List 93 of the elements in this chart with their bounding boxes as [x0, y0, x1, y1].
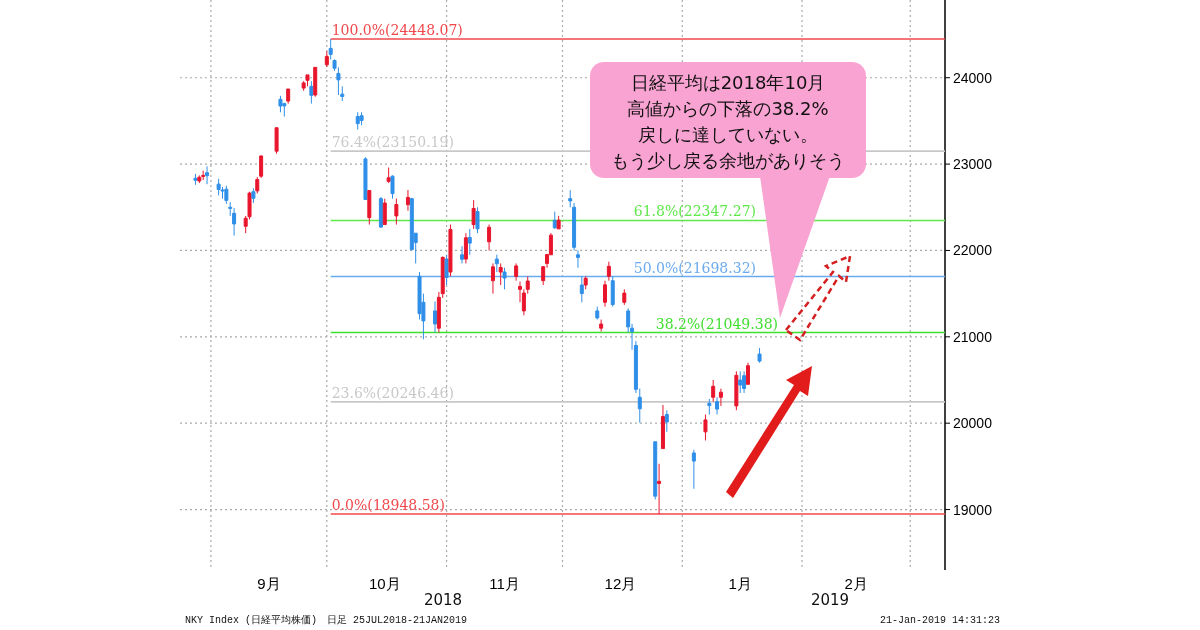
candlestick: [498, 262, 503, 286]
candlestick: [715, 396, 720, 416]
candlestick: [610, 275, 615, 308]
candlestick: [595, 306, 600, 321]
candlestick: [579, 275, 584, 303]
candlestick: [444, 254, 449, 286]
candlestick: [251, 187, 256, 204]
candlestick: [603, 280, 607, 308]
y-tick-label: 21000: [953, 328, 993, 345]
text: 2018: [423, 591, 463, 609]
candlestick: [378, 196, 383, 229]
candlestick: [691, 449, 696, 490]
candlestick: [471, 199, 476, 230]
candlestick: [433, 300, 437, 333]
x-tick-label: 11月: [489, 575, 520, 592]
candlestick: [193, 173, 198, 186]
candlestick: [359, 111, 364, 126]
candlestick: [313, 66, 318, 98]
text: 21-Jan-2019 14:31:23: [880, 615, 1001, 626]
candlestick: [657, 463, 662, 515]
candlestick: [363, 156, 368, 200]
candlestick: [568, 189, 573, 208]
candlestick: [197, 174, 202, 184]
candlestick: [305, 74, 310, 87]
candlestick: [460, 245, 465, 264]
ref-line-label: 0.0%(18948.58): [331, 496, 445, 513]
candlestick: [718, 388, 723, 407]
candlestick: [278, 95, 283, 113]
candlestick: [745, 362, 750, 385]
candlestick: [201, 170, 206, 181]
candlestick: [463, 232, 468, 264]
candlestick: [622, 288, 627, 306]
text: 2019: [810, 591, 850, 609]
candlestick: [703, 414, 708, 441]
candlestick: [738, 370, 743, 394]
y-tick-label: 22000: [953, 242, 993, 259]
candlestick: [382, 198, 387, 226]
candlestick: [274, 126, 279, 155]
candlestick: [490, 262, 495, 295]
candlestick: [742, 370, 747, 394]
ref-line-label: 50.0%(21698.32): [633, 259, 756, 276]
candlestick: [255, 176, 260, 194]
candlestick: [328, 38, 333, 60]
candlestick: [653, 441, 658, 500]
candlestick: [309, 80, 314, 105]
x-tick-label: 10月: [368, 575, 401, 592]
candlestick: [556, 215, 561, 230]
ref-line-label: 100.0%(24448.07): [331, 22, 463, 39]
candlestick: [572, 202, 577, 251]
candlestick: [324, 50, 329, 68]
x-tick-label: 2月: [844, 575, 868, 592]
x-tick-label: 1月: [728, 575, 752, 592]
candlestick: [205, 165, 210, 185]
candlestick: [514, 262, 519, 282]
candlestick: [386, 167, 391, 184]
candlestick: [606, 261, 611, 282]
candlestick: [660, 404, 665, 450]
candlestick: [286, 88, 291, 105]
candlestick: [394, 198, 399, 226]
candlestick: [711, 379, 716, 403]
candlestick: [757, 347, 762, 364]
y-tick-label: 19000: [953, 501, 993, 518]
annotation: 高値からの下落の38.2%: [627, 98, 829, 119]
candlestick: [390, 174, 395, 200]
candlestick: [367, 189, 372, 226]
ref-line-label: 38.2%(21049.38): [655, 315, 778, 332]
candlestick: [583, 275, 588, 290]
candlestick: [216, 178, 221, 196]
candlestick: [448, 224, 453, 277]
candlestick: [355, 111, 360, 131]
candlestick: [575, 249, 580, 269]
candlestick: [494, 254, 499, 273]
y-tick-label: 20000: [953, 415, 993, 432]
candlestick: [599, 319, 604, 332]
candlestick: [487, 224, 492, 251]
candlestick: [224, 185, 229, 205]
y-tick-label: 23000: [953, 156, 993, 173]
ref-line-label: 61.8%(22347.27): [633, 203, 756, 220]
candlestick: [475, 206, 480, 234]
x-tick-label: 9月: [257, 575, 281, 592]
annotation: 日経平均は2018年10月: [630, 72, 826, 93]
candlestick: [467, 228, 472, 256]
candlestick: [259, 154, 264, 179]
text: NKY Index (日経平均株価) 日足 25JUL2018-21JAN2019: [185, 614, 468, 626]
candlestick: [664, 409, 669, 433]
annotation: もう少し戻る余地がありそう: [611, 150, 845, 171]
annotation: 戻しに達していない。: [638, 124, 818, 145]
x-tick-label: 12月: [604, 575, 637, 592]
y-tick-label: 24000: [953, 69, 993, 86]
candlestick: [405, 189, 410, 212]
candlestick: [707, 398, 712, 416]
candlestick: [734, 370, 739, 411]
candlestick: [502, 267, 507, 290]
